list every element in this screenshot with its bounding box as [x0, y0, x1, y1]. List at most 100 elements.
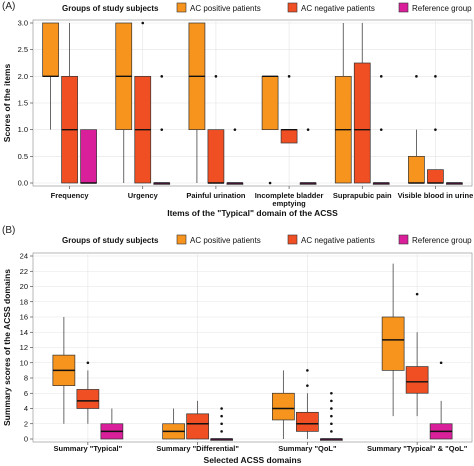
panel-a-label: (A) [2, 1, 16, 12]
legend: Groups of study subjects AC positive pati… [62, 234, 472, 245]
box-reference [153, 75, 171, 185]
box-ac-positive [188, 22, 206, 183]
legend: Groups of study subjects AC positive pati… [62, 2, 472, 13]
box-ac-positive [408, 75, 425, 184]
box-body [405, 366, 429, 394]
box-body [408, 155, 425, 184]
box-reference [226, 128, 244, 185]
outlier-point [306, 128, 310, 131]
legend-swatch [176, 234, 187, 245]
outlier-point [330, 422, 333, 426]
y-tick-label: 18 [20, 297, 28, 306]
y-tick-label: 10 [20, 358, 28, 367]
y-tick-label: 2 [24, 419, 28, 428]
box-reference [372, 75, 390, 185]
outlier-point [86, 361, 90, 365]
outlier-point [379, 128, 383, 131]
x-tick-label: Visible blood in urine [398, 191, 474, 200]
box-body [272, 392, 295, 421]
outlier-point [233, 128, 237, 131]
box-body [80, 129, 97, 184]
y-tick-label: 0 [24, 435, 28, 444]
box-ac-negative [207, 75, 225, 184]
y-tick-label: 8 [24, 374, 28, 383]
legend-swatch [398, 2, 409, 13]
y-tick-label: 0.0 [18, 179, 28, 188]
y-tick-label: 2.0 [18, 72, 28, 81]
box-ac-negative [76, 361, 100, 424]
box-ac-negative [427, 75, 444, 184]
outlier-point [160, 128, 164, 131]
outlier-point [330, 399, 333, 403]
box-ac-positive [52, 317, 76, 424]
legend-label: AC negative patients [301, 236, 375, 245]
legend-swatch [287, 234, 298, 245]
box-ac-negative [296, 369, 319, 439]
legend-label: Reference group [412, 4, 472, 13]
panel-b-label: (B) [2, 225, 16, 236]
box-body [427, 169, 444, 184]
outlier-point [306, 369, 309, 372]
box-body [76, 389, 100, 409]
outlier-point [160, 75, 164, 78]
y-tick-label: 20 [20, 282, 28, 291]
y-tick-label: 16 [20, 313, 28, 322]
box-ac-positive [162, 408, 185, 440]
x-tick-label: Painful urination [186, 191, 246, 200]
x-tick-label: Summary "Differential" [156, 444, 239, 453]
x-axis-title: Selected ACSS domains [204, 455, 302, 465]
outlier-point [214, 75, 218, 78]
box-reference [299, 128, 317, 185]
box-body [296, 411, 319, 432]
y-tick-label: 3.0 [18, 19, 28, 28]
y-axis-title: Scores of the items [2, 64, 12, 143]
outlier-point [330, 407, 333, 410]
box-ac-positive [115, 22, 133, 183]
x-tick-label: Suprapubic pain [333, 191, 392, 200]
box-body [42, 22, 59, 77]
chart-panel-b: Groups of study subjects AC positive pati… [2, 234, 473, 465]
chart-panel-a: Groups of study subjects AC positive pati… [2, 2, 474, 218]
y-tick-label: 6 [24, 389, 28, 398]
x-axis-title: Items of the "Typical" domain of the ACS… [167, 208, 338, 218]
x-tick-label: Urgency [128, 191, 159, 200]
x-tick-label: Incomplete bladder [255, 191, 324, 200]
box-ac-positive [381, 263, 405, 417]
y-axis-title: Summary scores of the ACSS domains [2, 269, 12, 426]
legend-label: AC negative patients [301, 4, 375, 13]
y-tick-label: 22 [20, 267, 28, 276]
y-tick-label: 14 [20, 328, 28, 337]
outlier-point [220, 422, 223, 426]
legend-swatch [287, 2, 298, 13]
outlier-point [330, 414, 333, 418]
box-reference [446, 182, 463, 185]
box-body [186, 413, 209, 440]
box-ac-negative [61, 23, 78, 184]
x-tick-label: Summary "Typical" & "QoL" [367, 444, 468, 453]
x-tick-label: Summary "Typical" [54, 444, 123, 453]
box-ac-positive [334, 23, 352, 184]
y-tick-label: 1.0 [18, 125, 28, 134]
box-reference [210, 407, 233, 441]
legend-label: AC positive patients [190, 4, 261, 13]
outlier-point [415, 75, 418, 78]
box-reference [320, 391, 343, 441]
legend-label: AC positive patients [190, 236, 261, 245]
outlier-point [287, 75, 291, 78]
y-tick-label: 12 [20, 343, 28, 352]
box-reference [429, 361, 453, 440]
outlier-point [220, 430, 223, 433]
outlier-point [415, 292, 419, 296]
outlier-point [330, 391, 333, 395]
legend-swatch [176, 2, 187, 13]
outlier-point [141, 21, 145, 25]
outlier-point [434, 75, 437, 78]
outlier-point [439, 361, 443, 365]
y-tick-label: 24 [20, 252, 28, 261]
box-ac-positive [272, 370, 295, 439]
y-tick-label: 4 [24, 404, 28, 413]
outlier-point [379, 75, 383, 78]
box-ac-positive [261, 75, 279, 185]
box-ac-negative [134, 21, 152, 184]
